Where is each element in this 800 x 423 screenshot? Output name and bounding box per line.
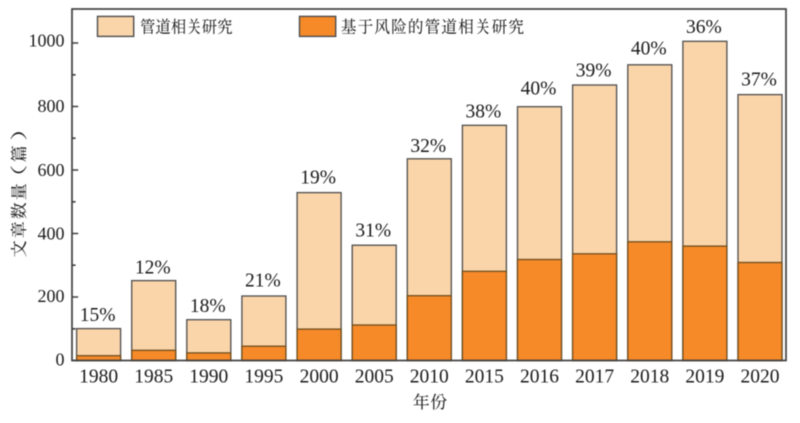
- svg-text:0: 0: [56, 350, 65, 370]
- svg-text:38%: 38%: [466, 101, 502, 122]
- svg-text:2020: 2020: [741, 367, 780, 388]
- svg-text:200: 200: [38, 286, 65, 306]
- svg-text:2017: 2017: [575, 367, 614, 388]
- svg-text:18%: 18%: [190, 296, 226, 317]
- svg-text:2005: 2005: [355, 367, 394, 388]
- svg-text:400: 400: [38, 223, 65, 243]
- svg-text:39%: 39%: [576, 60, 612, 81]
- svg-text:1990: 1990: [189, 367, 228, 388]
- svg-text:2016: 2016: [520, 367, 559, 388]
- svg-text:800: 800: [38, 96, 65, 116]
- svg-text:1980: 1980: [79, 367, 118, 388]
- svg-text:12%: 12%: [135, 257, 171, 278]
- svg-text:37%: 37%: [741, 70, 777, 91]
- svg-text:2015: 2015: [465, 367, 504, 388]
- svg-text:600: 600: [38, 160, 65, 180]
- svg-text:31%: 31%: [355, 221, 391, 242]
- svg-text:2018: 2018: [630, 367, 669, 388]
- svg-text:1000: 1000: [29, 31, 65, 51]
- svg-text:2019: 2019: [685, 367, 724, 388]
- svg-text:40%: 40%: [521, 78, 557, 99]
- svg-text:32%: 32%: [410, 136, 446, 157]
- svg-text:1995: 1995: [244, 367, 283, 388]
- svg-text:36%: 36%: [686, 17, 722, 38]
- svg-text:40%: 40%: [631, 39, 667, 60]
- svg-text:21%: 21%: [245, 271, 281, 292]
- svg-text:19%: 19%: [300, 167, 336, 188]
- svg-text:2000: 2000: [300, 367, 339, 388]
- svg-text:2010: 2010: [410, 367, 449, 388]
- svg-text:15%: 15%: [80, 305, 116, 326]
- svg-text:1985: 1985: [134, 367, 173, 388]
